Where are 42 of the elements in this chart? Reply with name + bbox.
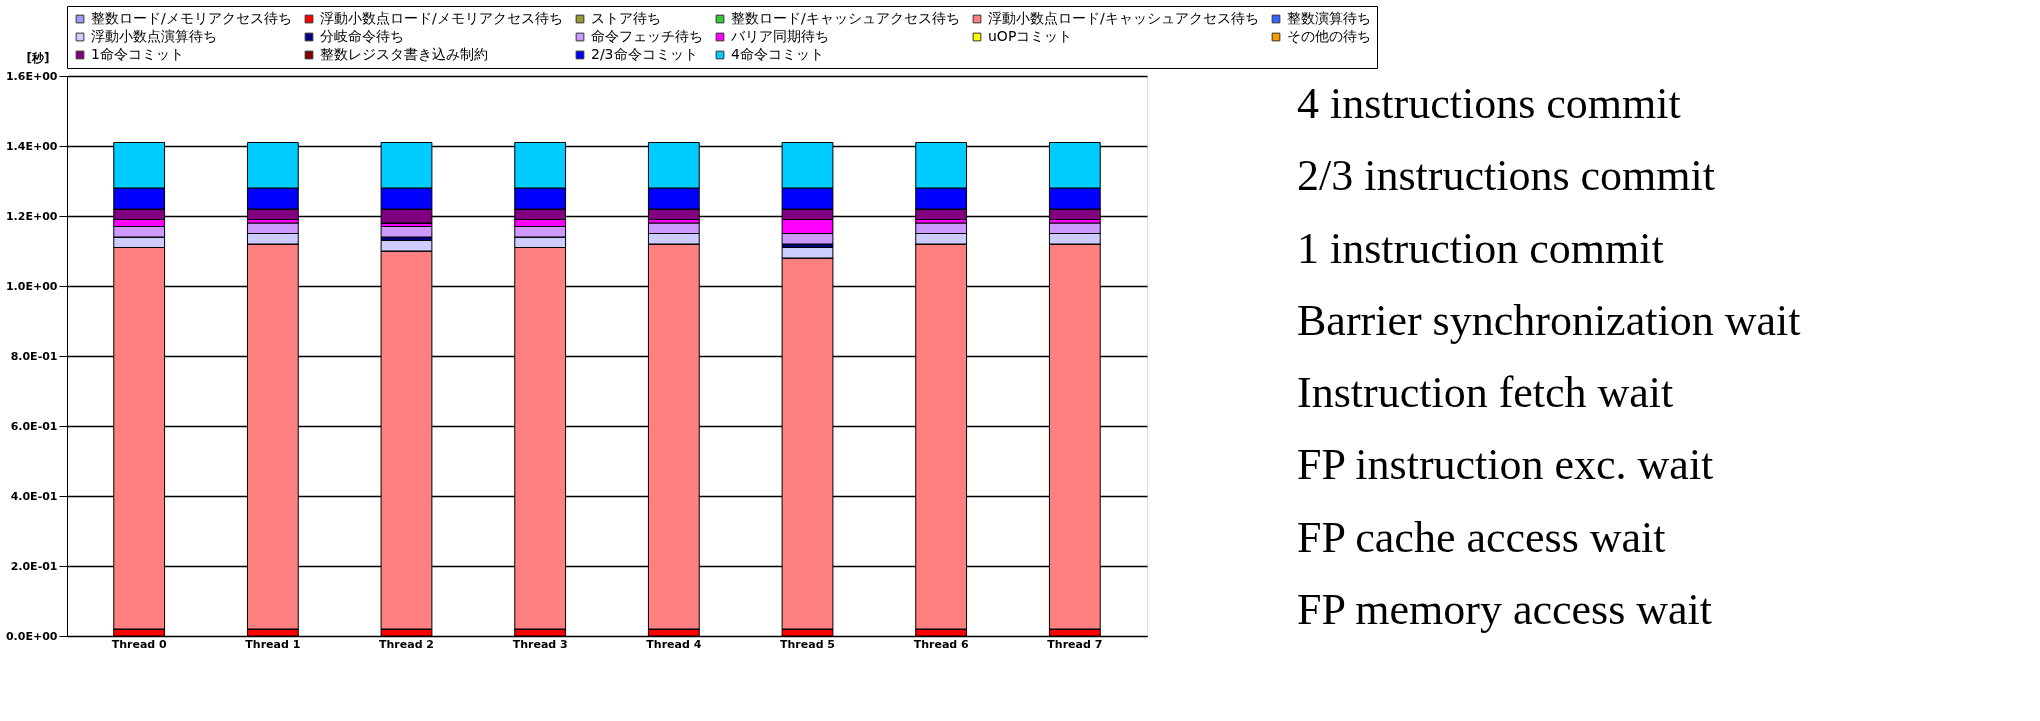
x-tick-label: Thread 7	[1047, 637, 1103, 651]
legend-label: uOPコミット	[988, 28, 1073, 44]
y-tick-label: 1.6E+00	[5, 69, 58, 83]
text: Barrier synchronization wait	[1297, 295, 1801, 345]
legend-label: 浮動小数点演算待ち	[91, 28, 217, 44]
x-tick-label: Thread 4	[646, 637, 702, 651]
legend-label: ストア待ち	[591, 10, 661, 26]
x-tick-label: Thread 5	[780, 637, 835, 651]
y-tick-label: 1.2E+00	[5, 209, 58, 223]
y-tick-label: 6.0E-01	[10, 419, 58, 433]
legend-label: 浮動小数点ロード/キャッシュアクセス待ち	[988, 10, 1259, 26]
text: 2/3 instructions commit	[1297, 151, 1715, 201]
legend-label: 2/3命令コミット	[591, 46, 698, 62]
y-tick-label: 8.0E-01	[10, 349, 58, 363]
y-axis-title: [秒]	[26, 50, 50, 65]
x-tick-label: Thread 0	[111, 637, 168, 651]
text: 1 instruction commit	[1297, 223, 1664, 273]
legend-label: 整数レジスタ書き込み制約	[320, 46, 488, 62]
legend-label: 浮動小数点ロード/メモリアクセス待ち	[320, 10, 563, 26]
legend-label: 整数演算待ち	[1287, 10, 1371, 26]
text: FP cache access wait	[1297, 512, 1666, 562]
legend-label: 1命令コミット	[91, 46, 184, 62]
x-tick-label: Thread 3	[512, 637, 568, 651]
text: Instruction fetch wait	[1297, 368, 1674, 418]
x-tick-label: Thread 1	[245, 637, 301, 651]
x-tick-label: Thread 2	[379, 637, 434, 651]
legend-label: バリア同期待ち	[730, 28, 829, 44]
y-tick-label: 0.0E+00	[5, 629, 58, 643]
y-tick-label: 1.0E+00	[5, 279, 58, 293]
legend-label: 分岐命令待ち	[320, 28, 404, 44]
legend-label: 4命令コミット	[731, 46, 824, 62]
legend-label: 命令フェッチ待ち	[591, 28, 703, 44]
legend-label: その他の待ち	[1287, 28, 1371, 44]
text: FP memory access wait	[1297, 584, 1713, 634]
x-tick-label: Thread 6	[913, 637, 969, 651]
legend-label: 整数ロード/メモリアクセス待ち	[91, 10, 292, 26]
text: 4 instructions commit	[1297, 79, 1681, 129]
y-tick-label: 2.0E-01	[10, 559, 58, 573]
legend-label: 整数ロード/キャッシュアクセス待ち	[731, 10, 960, 26]
text: FP instruction exc. wait	[1297, 440, 1714, 490]
y-tick-label: 1.4E+00	[5, 139, 58, 153]
y-tick-label: 4.0E-01	[10, 489, 58, 503]
